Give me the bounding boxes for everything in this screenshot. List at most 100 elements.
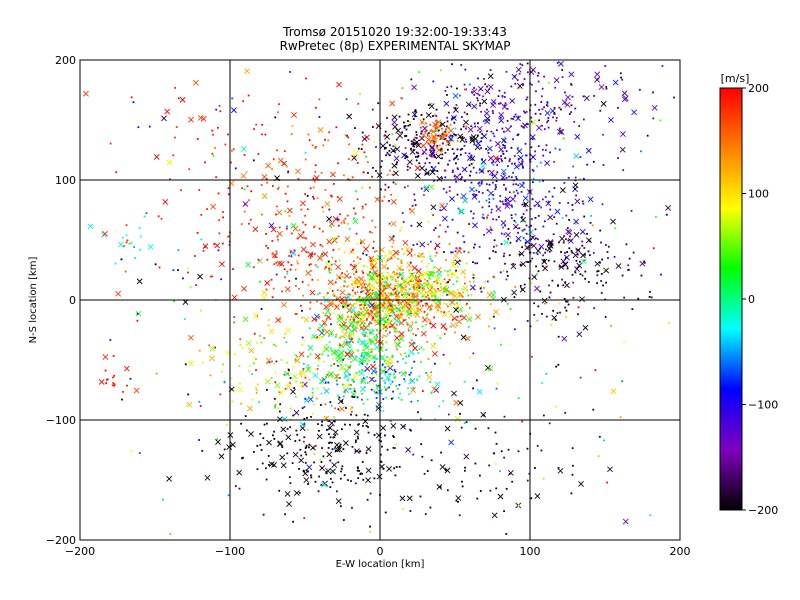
scatter-point — [537, 72, 540, 74]
scatter-point — [435, 266, 442, 273]
scatter-point — [579, 177, 581, 180]
scatter-point — [352, 380, 355, 383]
scatter-point — [384, 434, 386, 437]
scatter-point — [470, 154, 473, 157]
scatter-point — [382, 317, 385, 320]
scatter-point — [133, 387, 140, 394]
scatter-point — [406, 250, 413, 256]
scatter-point — [274, 213, 277, 216]
scatter-point — [428, 154, 431, 156]
scatter-point — [413, 304, 415, 307]
scatter-point — [323, 360, 326, 363]
scatter-point — [327, 279, 334, 286]
scatter-point — [481, 180, 483, 183]
colorbar-tick-label: 100 — [748, 188, 769, 201]
scatter-point — [446, 133, 448, 136]
scatter-point — [512, 263, 515, 265]
scatter-point — [469, 174, 471, 177]
scatter-point — [640, 274, 643, 277]
scatter-point — [390, 294, 392, 297]
scatter-point — [290, 388, 296, 395]
scatter-point — [420, 361, 422, 363]
scatter-point — [405, 128, 408, 131]
scatter-point — [426, 302, 428, 305]
scatter-point — [415, 151, 418, 154]
scatter-point — [476, 134, 479, 137]
scatter-point — [294, 268, 297, 271]
scatter-point — [534, 285, 540, 292]
scatter-point — [495, 387, 498, 390]
scatter-point — [502, 269, 505, 272]
scatter-point — [316, 336, 319, 339]
scatter-point — [430, 102, 433, 105]
scatter-point — [358, 370, 361, 373]
scatter-point — [344, 217, 347, 220]
scatter-point — [385, 316, 388, 319]
scatter-point — [439, 121, 446, 128]
scatter-point — [480, 137, 483, 139]
scatter-point — [407, 329, 410, 332]
scatter-point — [390, 301, 393, 304]
scatter-point — [271, 462, 277, 468]
scatter-point — [518, 72, 521, 75]
scatter-point — [337, 224, 340, 227]
scatter-point — [373, 434, 376, 436]
scatter-point — [278, 410, 281, 413]
scatter-point — [583, 215, 586, 218]
scatter-point — [381, 263, 388, 270]
scatter-point — [446, 273, 449, 276]
scatter-point — [389, 383, 392, 385]
scatter-point — [388, 222, 391, 225]
scatter-point — [219, 393, 222, 396]
scatter-point — [287, 369, 290, 371]
scatter-point — [473, 122, 476, 125]
scatter-point — [310, 241, 316, 248]
scatter-point — [329, 436, 332, 439]
scatter-point — [457, 158, 459, 161]
scatter-point — [500, 243, 503, 246]
scatter-point — [395, 329, 398, 332]
scatter-point — [432, 149, 435, 152]
scatter-point — [412, 332, 415, 335]
y-tick-label: 200 — [55, 54, 76, 67]
scatter-point — [334, 434, 337, 436]
scatter-point — [320, 302, 323, 305]
scatter-point — [524, 111, 526, 114]
scatter-point — [520, 125, 523, 128]
scatter-point — [533, 204, 536, 207]
scatter-point — [250, 190, 253, 193]
scatter-point — [545, 239, 548, 242]
scatter-point — [330, 323, 332, 326]
scatter-point — [348, 366, 351, 369]
scatter-point — [573, 120, 576, 123]
scatter-point — [499, 470, 501, 473]
scatter-point — [402, 508, 405, 511]
scatter-point — [365, 272, 368, 275]
scatter-point — [361, 270, 364, 273]
scatter-point — [446, 148, 449, 151]
scatter-point — [249, 218, 252, 221]
scatter-point — [388, 144, 391, 147]
scatter-point — [582, 177, 585, 180]
scatter-point — [561, 217, 564, 219]
scatter-point — [410, 143, 413, 145]
scatter-point — [428, 271, 435, 278]
scatter-point — [544, 251, 547, 254]
scatter-point — [360, 303, 363, 306]
scatter-point — [549, 151, 551, 154]
scatter-point — [510, 85, 513, 88]
scatter-point — [605, 281, 608, 284]
scatter-point — [444, 176, 447, 179]
scatter-point — [360, 380, 363, 383]
scatter-point — [436, 245, 438, 247]
scatter-point — [418, 304, 420, 307]
scatter-point — [327, 139, 330, 142]
scatter-point — [518, 87, 521, 90]
scatter-point — [535, 247, 542, 254]
scatter-point — [426, 281, 429, 284]
scatter-point — [501, 150, 504, 153]
scatter-point — [484, 280, 487, 283]
scatter-point — [495, 442, 498, 445]
scatter-point — [350, 407, 353, 409]
scatter-point — [522, 84, 524, 86]
